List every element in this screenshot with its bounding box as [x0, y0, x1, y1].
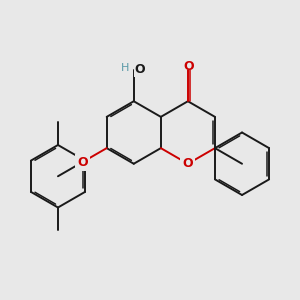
Text: O: O [183, 157, 193, 170]
Text: O: O [183, 60, 194, 73]
Text: O: O [77, 156, 88, 169]
Text: H: H [121, 63, 130, 74]
Text: O: O [134, 64, 145, 76]
